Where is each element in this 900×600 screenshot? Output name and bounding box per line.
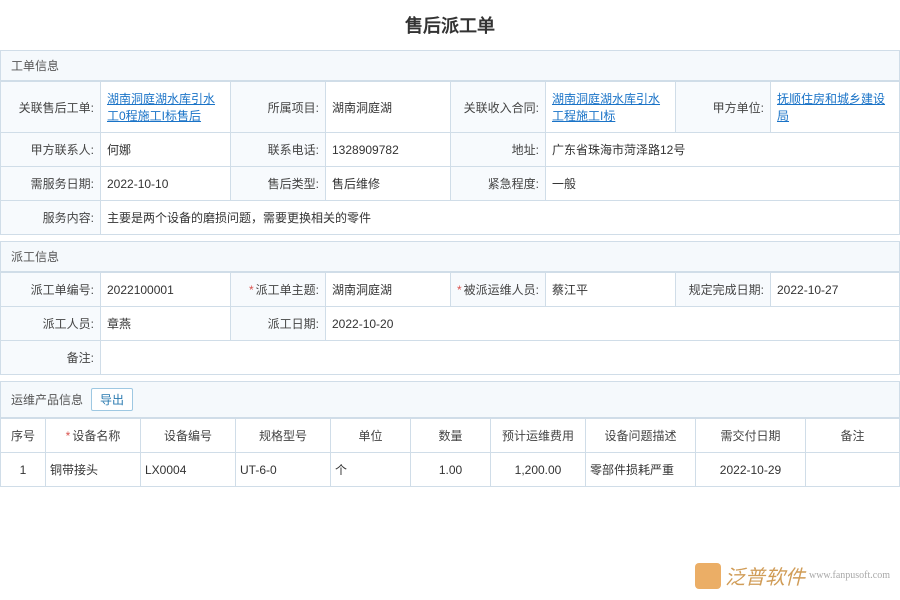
label-related-order: 关联售后工单:	[1, 82, 101, 133]
value-contact: 何娜	[101, 133, 231, 167]
label-due-date: 规定完成日期:	[676, 273, 771, 307]
label-party-a: 甲方单位:	[676, 82, 771, 133]
link-related-order[interactable]: 湖南洞庭湖水库引水工0程施工I标售后	[107, 92, 215, 123]
th-unit: 单位	[331, 419, 411, 453]
label-contact: 甲方联系人:	[1, 133, 101, 167]
value-dispatcher: 章燕	[101, 307, 231, 341]
label-order-no: 派工单编号:	[1, 273, 101, 307]
required-star-icon: *	[457, 283, 462, 297]
label-dispatcher: 派工人员:	[1, 307, 101, 341]
value-phone: 1328909782	[326, 133, 451, 167]
table-row[interactable]: 1 铜带接头 LX0004 UT-6-0 个 1.00 1,200.00 零部件…	[1, 453, 900, 487]
value-type: 售后维修	[326, 167, 451, 201]
th-code: 设备编号	[141, 419, 236, 453]
th-spec: 规格型号	[236, 419, 331, 453]
td-issue: 零部件损耗严重	[586, 453, 696, 487]
value-remark	[101, 341, 900, 375]
dispatch-info-table: 派工单编号: 2022100001 *派工单主题: 湖南洞庭湖 *被派运维人员:…	[0, 272, 900, 375]
td-remark	[806, 453, 900, 487]
label-phone: 联系电话:	[231, 133, 326, 167]
watermark-text: 泛普软件	[725, 561, 805, 590]
td-unit: 个	[331, 453, 411, 487]
label-assigned: *被派运维人员:	[451, 273, 546, 307]
th-remark: 备注	[806, 419, 900, 453]
th-name: *设备名称	[46, 419, 141, 453]
label-address: 地址:	[451, 133, 546, 167]
td-qty: 1.00	[411, 453, 491, 487]
th-cost: 预计运维费用	[491, 419, 586, 453]
label-subject: *派工单主题:	[231, 273, 326, 307]
label-urgency: 紧急程度:	[451, 167, 546, 201]
value-subject: 湖南洞庭湖	[326, 273, 451, 307]
workorder-info-table: 关联售后工单: 湖南洞庭湖水库引水工0程施工I标售后 所属项目: 湖南洞庭湖 关…	[0, 81, 900, 235]
label-contract: 关联收入合同:	[451, 82, 546, 133]
td-cost: 1,200.00	[491, 453, 586, 487]
th-qty: 数量	[411, 419, 491, 453]
td-due: 2022-10-29	[696, 453, 806, 487]
section-header-workorder-label: 工单信息	[11, 57, 59, 74]
export-button[interactable]: 导出	[91, 388, 133, 411]
product-table: 序号 *设备名称 设备编号 规格型号 单位 数量 预计运维费用 设备问题描述 需…	[0, 418, 900, 487]
value-service-date: 2022-10-10	[101, 167, 231, 201]
section-header-dispatch: 派工信息	[0, 241, 900, 272]
label-remark: 备注:	[1, 341, 101, 375]
section-header-products: 运维产品信息 导出	[0, 381, 900, 418]
label-dispatch-date: 派工日期:	[231, 307, 326, 341]
section-header-dispatch-label: 派工信息	[11, 248, 59, 265]
label-service-date: 需服务日期:	[1, 167, 101, 201]
td-spec: UT-6-0	[236, 453, 331, 487]
label-project: 所属项目:	[231, 82, 326, 133]
watermark-logo-icon	[695, 563, 721, 589]
value-due-date: 2022-10-27	[771, 273, 900, 307]
td-code: LX0004	[141, 453, 236, 487]
watermark: 泛普软件 www.fanpusoft.com	[695, 561, 890, 590]
value-project: 湖南洞庭湖	[326, 82, 451, 133]
th-issue: 设备问题描述	[586, 419, 696, 453]
value-address: 广东省珠海市菏泽路12号	[546, 133, 900, 167]
label-type: 售后类型:	[231, 167, 326, 201]
value-content: 主要是两个设备的磨损问题，需要更换相关的零件	[101, 201, 900, 235]
watermark-sub: www.fanpusoft.com	[809, 570, 890, 581]
td-seq: 1	[1, 453, 46, 487]
required-star-icon: *	[249, 283, 254, 297]
link-party-a[interactable]: 抚顺住房和城乡建设局	[777, 92, 885, 123]
value-order-no: 2022100001	[101, 273, 231, 307]
link-contract[interactable]: 湖南洞庭湖水库引水工程施工I标	[552, 92, 660, 123]
th-seq: 序号	[1, 419, 46, 453]
section-header-products-label: 运维产品信息	[11, 391, 83, 408]
required-star-icon: *	[66, 429, 71, 443]
label-content: 服务内容:	[1, 201, 101, 235]
value-urgency: 一般	[546, 167, 900, 201]
value-dispatch-date: 2022-10-20	[326, 307, 900, 341]
section-header-workorder: 工单信息	[0, 50, 900, 81]
th-due: 需交付日期	[696, 419, 806, 453]
page-title: 售后派工单	[0, 0, 900, 50]
value-assigned: 蔡江平	[546, 273, 676, 307]
td-name: 铜带接头	[46, 453, 141, 487]
